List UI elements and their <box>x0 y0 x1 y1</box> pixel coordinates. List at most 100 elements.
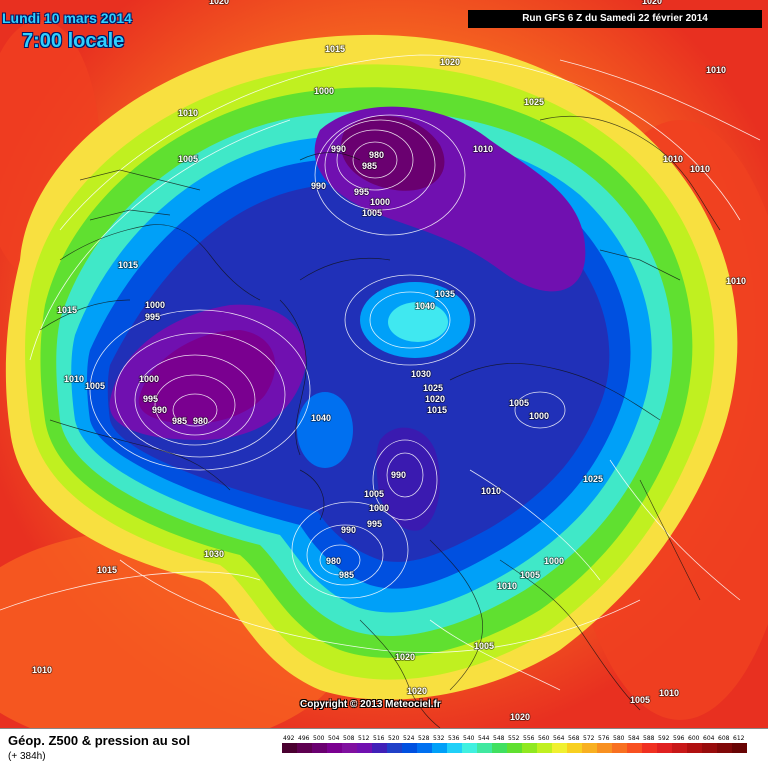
legend-tick-label: 612 <box>733 735 745 742</box>
legend-swatch <box>642 743 657 753</box>
legend-tick-label: 568 <box>568 735 580 742</box>
coastlines <box>39 115 721 728</box>
isobar-label: 985 <box>172 416 187 426</box>
legend-tick-label: 520 <box>388 735 400 742</box>
legend-swatch <box>687 743 702 753</box>
legend-swatch <box>702 743 717 753</box>
legend-swatch <box>492 743 507 753</box>
isobar-label: 1015 <box>57 305 77 315</box>
legend-swatch <box>282 743 297 753</box>
legend-tick-label: 576 <box>598 735 610 742</box>
isobar-lines <box>0 54 761 691</box>
isobar-label: 980 <box>369 150 384 160</box>
legend-swatch <box>507 743 522 753</box>
legend-swatch <box>387 743 402 753</box>
isobar-labels: 1020 1020 1015 1020 1000 1025 1010 1010 … <box>31 0 747 723</box>
legend-swatch <box>537 743 552 753</box>
copyright-text: Copyright © 2013 Meteociel.fr <box>300 699 441 710</box>
isobar-label: 1010 <box>659 688 679 698</box>
low-purple-europe <box>376 427 440 531</box>
legend-swatch <box>522 743 537 753</box>
isobar-label: 1000 <box>369 503 389 513</box>
isobar-label: 990 <box>152 405 167 415</box>
isobar-label: 1000 <box>544 556 564 566</box>
legend-swatch <box>477 743 492 753</box>
isobar-label: 1010 <box>706 65 726 75</box>
legend-swatch <box>342 743 357 753</box>
legend-tick-label: 572 <box>583 735 595 742</box>
isobar-label: 1020 <box>407 686 427 696</box>
legend-tick-label: 532 <box>433 735 445 742</box>
isobar-label: 1010 <box>178 108 198 118</box>
isobar-label: 995 <box>145 312 160 322</box>
legend-tick-label: 560 <box>538 735 550 742</box>
isobar-label: 1010 <box>32 665 52 675</box>
isobar-label: 1000 <box>139 374 159 384</box>
isobar-label: 990 <box>341 525 356 535</box>
legend-tick-label: 600 <box>688 735 700 742</box>
legend-tick-label: 500 <box>313 735 325 742</box>
legend-swatch <box>732 743 747 753</box>
legend-tick-label: 544 <box>478 735 490 742</box>
isobar-label: 1020 <box>395 652 415 662</box>
isobar-label: 1010 <box>690 164 710 174</box>
isobar-label: 985 <box>362 161 377 171</box>
isobar-label: 1010 <box>497 581 517 591</box>
legend-tick-label: 608 <box>718 735 730 742</box>
legend-tick-label: 592 <box>658 735 670 742</box>
legend-swatch <box>597 743 612 753</box>
low-purple-west-core <box>138 330 276 424</box>
isobar-label: 995 <box>367 519 382 529</box>
legend-tick-label: 528 <box>418 735 430 742</box>
isobar-label: 990 <box>331 144 346 154</box>
isobar-label: 1025 <box>524 97 544 107</box>
isobar-label: 980 <box>326 556 341 566</box>
band-dark-blue <box>107 182 610 562</box>
high-blue-greenland <box>297 392 353 468</box>
legend-swatch <box>672 743 687 753</box>
legend-tick-label: 512 <box>358 735 370 742</box>
isobar-label: 1005 <box>630 695 650 705</box>
isobar-label: 1015 <box>118 260 138 270</box>
isobar-label: 1015 <box>97 565 117 575</box>
isobar-label: 1010 <box>726 276 746 286</box>
isobar-label: 1000 <box>314 86 334 96</box>
isobar-label: 1000 <box>370 197 390 207</box>
legend-tick-label: 508 <box>343 735 355 742</box>
isobar-label: 1000 <box>529 411 549 421</box>
isobar-label: 1020 <box>209 0 229 6</box>
isobar-label: 1005 <box>362 208 382 218</box>
isobar-label: 985 <box>339 570 354 580</box>
legend-swatch <box>582 743 597 753</box>
isobar-label: 1020 <box>510 712 530 722</box>
map-footer: Géop. Z500 & pression au sol (+ 384h) 49… <box>0 728 768 768</box>
isobar-label: 1025 <box>583 474 603 484</box>
legend-swatch <box>357 743 372 753</box>
isobar-label: 1010 <box>64 374 84 384</box>
legend-swatch <box>447 743 462 753</box>
legend-tick-label: 564 <box>553 735 565 742</box>
legend-tick-label: 580 <box>613 735 625 742</box>
legend-tick-label: 548 <box>493 735 505 742</box>
isobar-label: 1010 <box>473 144 493 154</box>
legend-swatch <box>327 743 342 753</box>
isobar-label: 990 <box>391 470 406 480</box>
legend-tick-label: 492 <box>283 735 295 742</box>
isobar-label: 1035 <box>435 289 455 299</box>
isobar-label: 1005 <box>364 489 384 499</box>
isobar-label: 1005 <box>509 398 529 408</box>
isobar-label: 1010 <box>663 154 683 164</box>
legend-swatch <box>717 743 732 753</box>
legend-swatch <box>627 743 642 753</box>
legend-tick-label: 496 <box>298 735 310 742</box>
run-info-box: Run GFS 6 Z du Samedi 22 février 2014 <box>468 10 762 28</box>
isobar-label: 1000 <box>145 300 165 310</box>
legend-swatch <box>567 743 582 753</box>
legend-tick-label: 516 <box>373 735 385 742</box>
legend-tick-label: 536 <box>448 735 460 742</box>
isobar-label: 980 <box>193 416 208 426</box>
legend-swatch <box>432 743 447 753</box>
legend-swatch <box>402 743 417 753</box>
isobar-label: 1005 <box>178 154 198 164</box>
